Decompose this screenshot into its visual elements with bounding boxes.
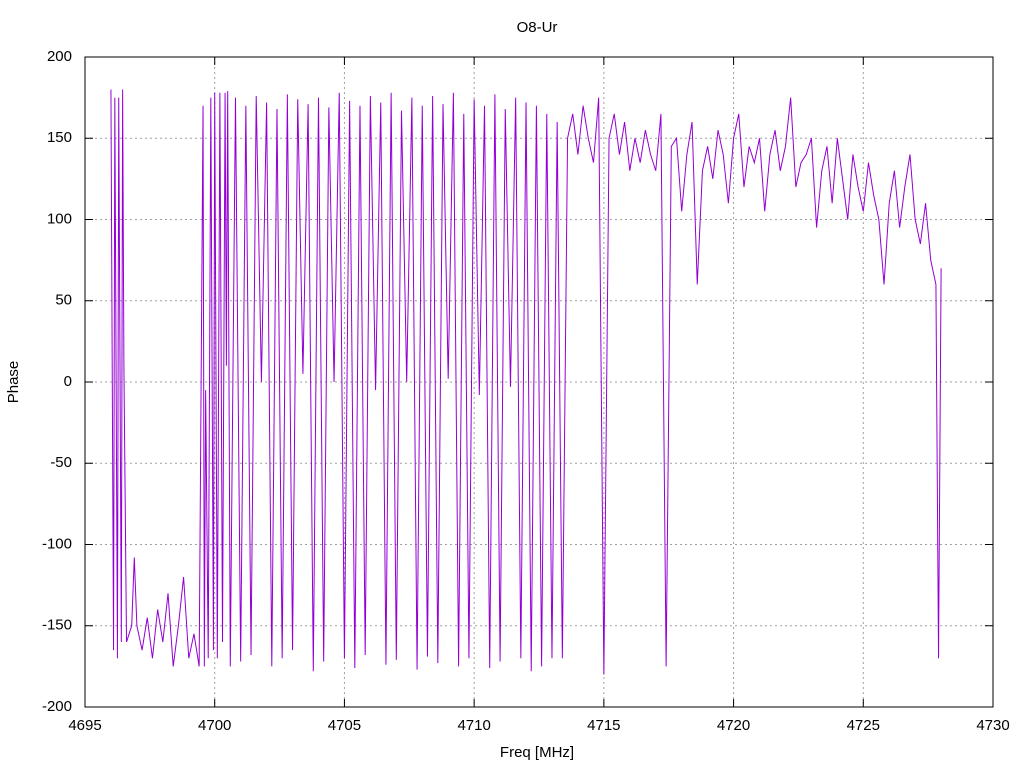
- x-tick-label: 4720: [717, 717, 750, 734]
- x-tick-label: 4710: [457, 717, 490, 734]
- x-tick-label: 4730: [976, 717, 1009, 734]
- x-tick-label: 4715: [587, 717, 620, 734]
- plot-border: [84, 56, 994, 708]
- y-tick-label: 50: [55, 292, 72, 309]
- y-tick-label: -100: [42, 535, 72, 552]
- y-tick-label: -150: [42, 617, 72, 634]
- data-line: [110, 89, 942, 675]
- x-tick-label: 4695: [68, 717, 101, 734]
- y-tick-label: 100: [47, 210, 72, 227]
- chart-title: O8-Ur: [517, 19, 558, 36]
- x-axis-label: Freq [MHz]: [500, 744, 574, 761]
- y-tick-label: -200: [42, 698, 72, 715]
- y-tick-label: 0: [64, 373, 72, 390]
- y-tick-label: 200: [47, 48, 72, 65]
- y-tick-label: -50: [50, 454, 72, 471]
- x-tick-label: 4705: [328, 717, 361, 734]
- x-tick-label: 4700: [198, 717, 231, 734]
- y-axis-label: Phase: [5, 361, 22, 404]
- x-tick-label: 4725: [847, 717, 880, 734]
- y-tick-label: 150: [47, 129, 72, 146]
